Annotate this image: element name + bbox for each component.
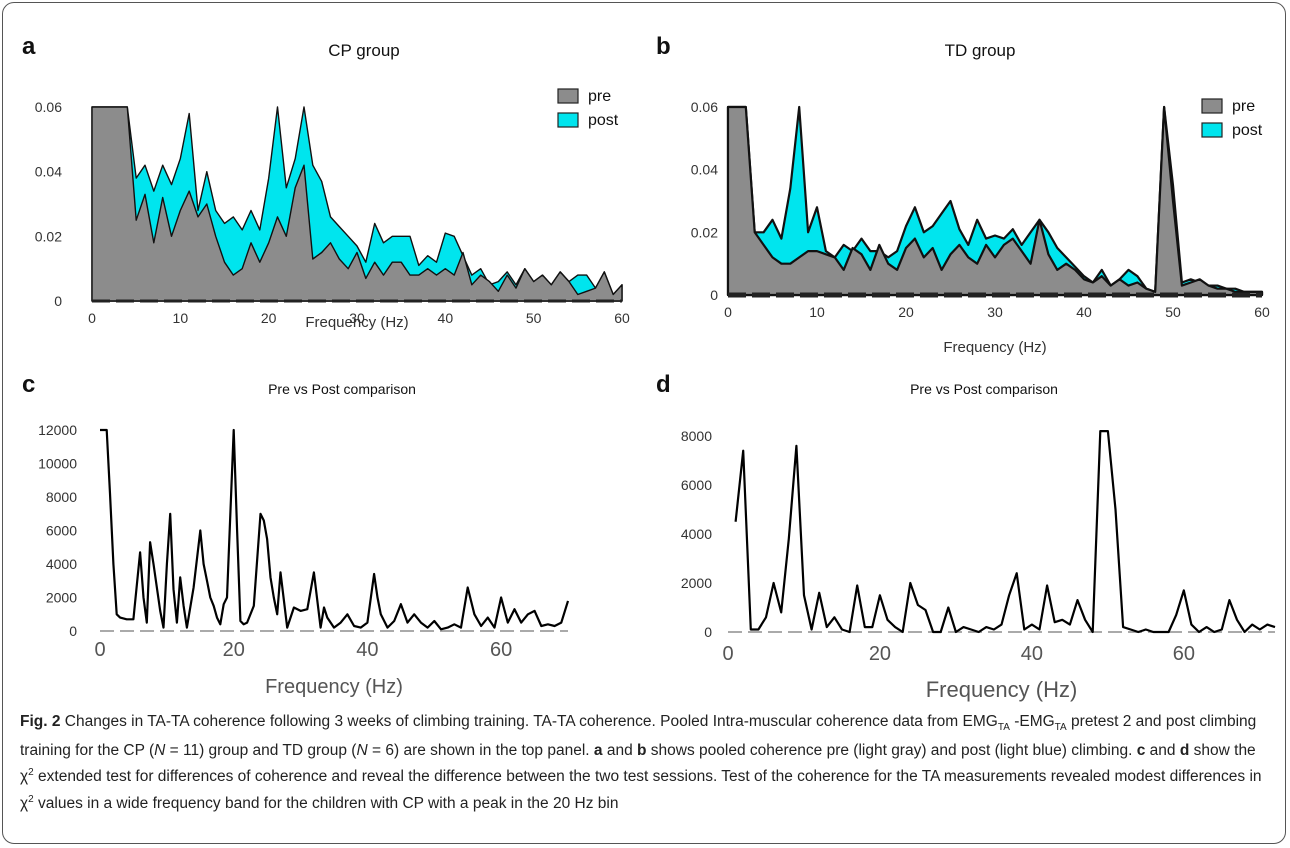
- y-tick-label: 6000: [681, 477, 712, 493]
- x-tick-label: 10: [173, 310, 189, 326]
- y-tick-label: 0: [704, 624, 712, 640]
- caption-sup-2: 2: [28, 793, 34, 805]
- x-tick-label: 40: [356, 639, 378, 661]
- series-post-area: [726, 105, 1264, 297]
- y-tick-label: 8000: [681, 428, 712, 444]
- y-tick-label: 12000: [38, 422, 77, 438]
- series-pre-area: [726, 105, 1264, 297]
- series-chi2-line: [100, 428, 570, 631]
- chart-panel-c: 0 2000 4000 6000 8000 10000 12000 0 20 40 60 Freque…: [38, 422, 570, 698]
- panel-title-a: CP group: [328, 41, 400, 60]
- figure-svg: a CP group b TD group c Pre vs Post comp…: [22, 33, 1276, 702]
- x-tick-label: 20: [869, 643, 891, 665]
- caption-text-3: pretest 2 and post climbing training for…: [20, 713, 1257, 759]
- legend-swatch-pre: [557, 88, 579, 104]
- x-tick-label: 40: [438, 310, 454, 326]
- legend-label-pre: pre: [588, 88, 611, 105]
- y-tick-label: 4000: [46, 556, 77, 572]
- caption-text-8: extended test for differences of coheren…: [20, 768, 1262, 812]
- caption-ref-d: d: [1179, 741, 1190, 759]
- caption-text-1: Changes in TA-TA coherence following 3 w…: [64, 713, 998, 730]
- x-tick-label: 50: [1165, 304, 1181, 320]
- caption-sub-ta-2: TA: [1054, 722, 1067, 734]
- caption-n-2: N: [356, 741, 368, 759]
- y-tick-label: 0.06: [35, 99, 62, 115]
- y-tick-label: 0: [710, 287, 718, 303]
- y-tick-label: 0: [54, 293, 62, 309]
- legend-swatch-pre: [1201, 98, 1223, 114]
- panel-title-d: Pre vs Post comparison: [910, 381, 1058, 397]
- caption-text-4: = 11) group and TD group (: [169, 741, 357, 759]
- caption-text-9: values in a wide frequency band for the …: [38, 794, 619, 812]
- caption-sup-1: 2: [28, 767, 34, 779]
- legend-swatch-post: [557, 112, 579, 128]
- chart-panel-d: 0 2000 4000 6000 8000 0 20 40 60 Frequency (Hz): [681, 428, 1276, 702]
- legend-label-post: post: [1232, 122, 1263, 139]
- y-tick-label: 0.02: [35, 228, 62, 244]
- y-tick-label: 4000: [681, 526, 712, 542]
- caption-and-2: and: [1149, 741, 1176, 759]
- caption-ref-a: a: [593, 741, 603, 759]
- x-tick-label: 0: [724, 304, 732, 320]
- x-tick-label: 60: [1173, 643, 1195, 665]
- legend-swatch-post: [1201, 122, 1223, 138]
- y-tick-label: 0.02: [691, 224, 718, 240]
- x-tick-label: 0: [94, 639, 105, 661]
- caption-sub-ta-1: TA: [997, 722, 1010, 734]
- y-tick-label: 0.04: [35, 164, 62, 180]
- y-tick-label: 10000: [38, 456, 77, 472]
- x-tick-label: 0: [722, 643, 733, 665]
- panel-title-c: Pre vs Post comparison: [268, 381, 416, 397]
- x-axis-label: Frequency (Hz): [305, 314, 408, 331]
- x-tick-label: 20: [223, 639, 245, 661]
- caption-text-7: show the χ: [20, 741, 1256, 786]
- caption-and-1: and: [606, 741, 633, 759]
- x-axis-label: Frequency (Hz): [265, 676, 403, 698]
- chart-panel-a: 0 0.02 0.04 0.06 0 10 20 30 40 50 60 Frequency (Hz)…: [35, 88, 630, 331]
- panel-title-b: TD group: [945, 41, 1016, 60]
- y-tick-label: 2000: [681, 575, 712, 591]
- caption-fig-label: Fig. 2: [20, 713, 61, 730]
- figure-caption: Fig. 2 Changes in TA-TA coherence follow…: [20, 711, 1270, 815]
- panel-label-c: c: [22, 371, 35, 398]
- caption-text-2: -EMG: [1014, 713, 1055, 730]
- x-tick-label: 0: [88, 310, 96, 326]
- caption-ref-c: c: [1136, 741, 1146, 759]
- y-tick-label: 8000: [46, 489, 77, 505]
- series-pre-area: [91, 106, 623, 302]
- x-tick-label: 60: [1254, 304, 1270, 320]
- caption-n-1: N: [154, 741, 166, 759]
- y-tick-label: 0.06: [691, 99, 718, 115]
- legend-label-pre: pre: [1232, 98, 1255, 115]
- x-tick-label: 40: [1076, 304, 1092, 320]
- series-chi2-line: [734, 430, 1276, 634]
- caption-text-6: shows pooled coherence pre (light gray) …: [650, 741, 1133, 759]
- x-tick-label: 20: [261, 310, 277, 326]
- panel-label-d: d: [656, 371, 671, 398]
- y-tick-label: 2000: [46, 590, 77, 606]
- x-tick-label: 30: [349, 310, 365, 326]
- x-tick-label: 50: [526, 310, 542, 326]
- caption-ref-b: b: [637, 741, 647, 759]
- x-axis-label: Frequency (Hz): [926, 677, 1078, 702]
- x-tick-label: 20: [898, 304, 914, 320]
- x-tick-label: 30: [987, 304, 1003, 320]
- x-tick-label: 60: [614, 310, 630, 326]
- x-tick-label: 60: [490, 639, 512, 661]
- y-tick-label: 6000: [46, 523, 77, 539]
- panel-label-b: b: [656, 33, 671, 60]
- y-tick-label: 0: [69, 623, 77, 639]
- x-tick-label: 10: [809, 304, 825, 320]
- chart-panel-b: 0 0.02 0.04 0.06 0 10 20 30 40 50 60 Frequency (Hz)…: [691, 98, 1270, 356]
- x-tick-label: 40: [1021, 643, 1043, 665]
- caption-text-5: = 6) are shown in the top panel.: [372, 741, 590, 759]
- panel-label-a: a: [22, 33, 36, 60]
- x-axis-label: Frequency (Hz): [943, 339, 1046, 356]
- legend-label-post: post: [588, 112, 619, 129]
- y-tick-label: 0.04: [691, 162, 718, 178]
